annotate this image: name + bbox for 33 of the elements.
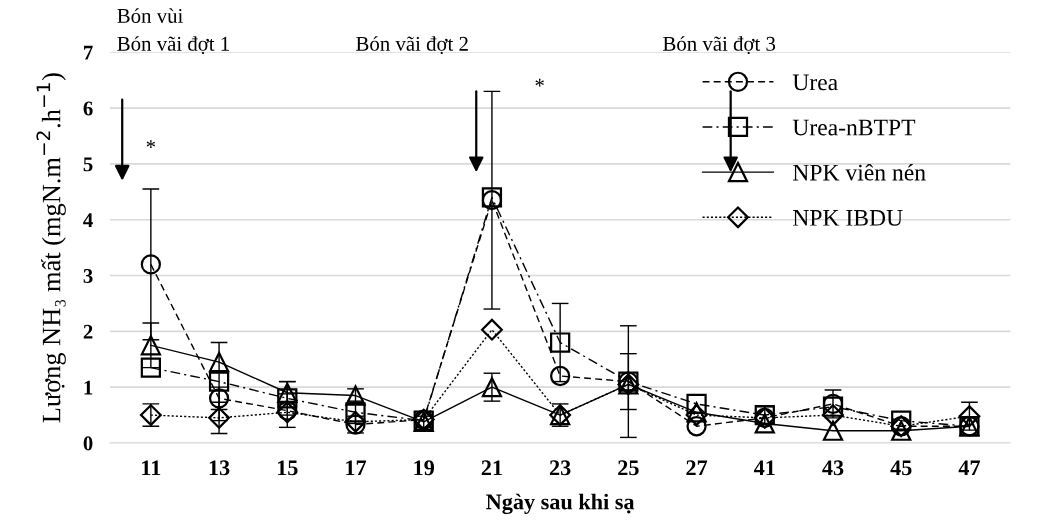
- x-tick-label: 47: [958, 460, 980, 476]
- x-tick-label: 17: [346, 460, 367, 476]
- y-tick-label: 1: [84, 380, 93, 395]
- legend-label: NPK viên nén: [792, 163, 926, 181]
- y-axis-title: Lượng NH₃ mất (mgN.m$^{−2}$.h$^{−1}$): [36, 73, 66, 423]
- y-tick-label: 4: [83, 213, 93, 227]
- x-tick-label: 13: [209, 460, 230, 476]
- legend-label: Urea: [792, 74, 838, 91]
- y-tick-label: 7: [84, 45, 93, 60]
- y-tick-label: 5: [83, 157, 93, 172]
- x-tick-label: 15: [277, 460, 298, 476]
- x-axis-title: Ngày sau khi sạ: [486, 493, 635, 515]
- x-tick-label: 43: [822, 460, 844, 476]
- y-tick-label: 3: [83, 268, 93, 283]
- legend-label: Urea-nBTPT: [792, 119, 916, 136]
- x-tick-label: 45: [890, 460, 912, 476]
- text: Bón vùi: [117, 8, 183, 23]
- annotation: *: [535, 78, 544, 87]
- y-tick-label: 2: [83, 324, 93, 339]
- legend-label: NPK IBDU: [792, 210, 903, 226]
- x-tick-label: 11: [142, 460, 161, 476]
- annotation: *: [146, 140, 156, 148]
- x-tick-label: 27: [686, 460, 708, 476]
- y-tick-label: 6: [83, 101, 93, 116]
- x-tick-label: 21: [481, 460, 502, 476]
- x-tick-label: 25: [618, 460, 639, 476]
- annotation: Bón vãi đợt 2: [356, 36, 468, 55]
- x-tick-label: 23: [549, 460, 571, 476]
- x-tick-label: 41: [753, 460, 775, 476]
- annotation: Bón vãi đợt 1: [117, 36, 229, 55]
- y-tick-label: 0: [83, 436, 93, 451]
- annotation: Bón vãi đợt 3: [663, 36, 776, 55]
- x-tick-label: 19: [414, 460, 435, 476]
